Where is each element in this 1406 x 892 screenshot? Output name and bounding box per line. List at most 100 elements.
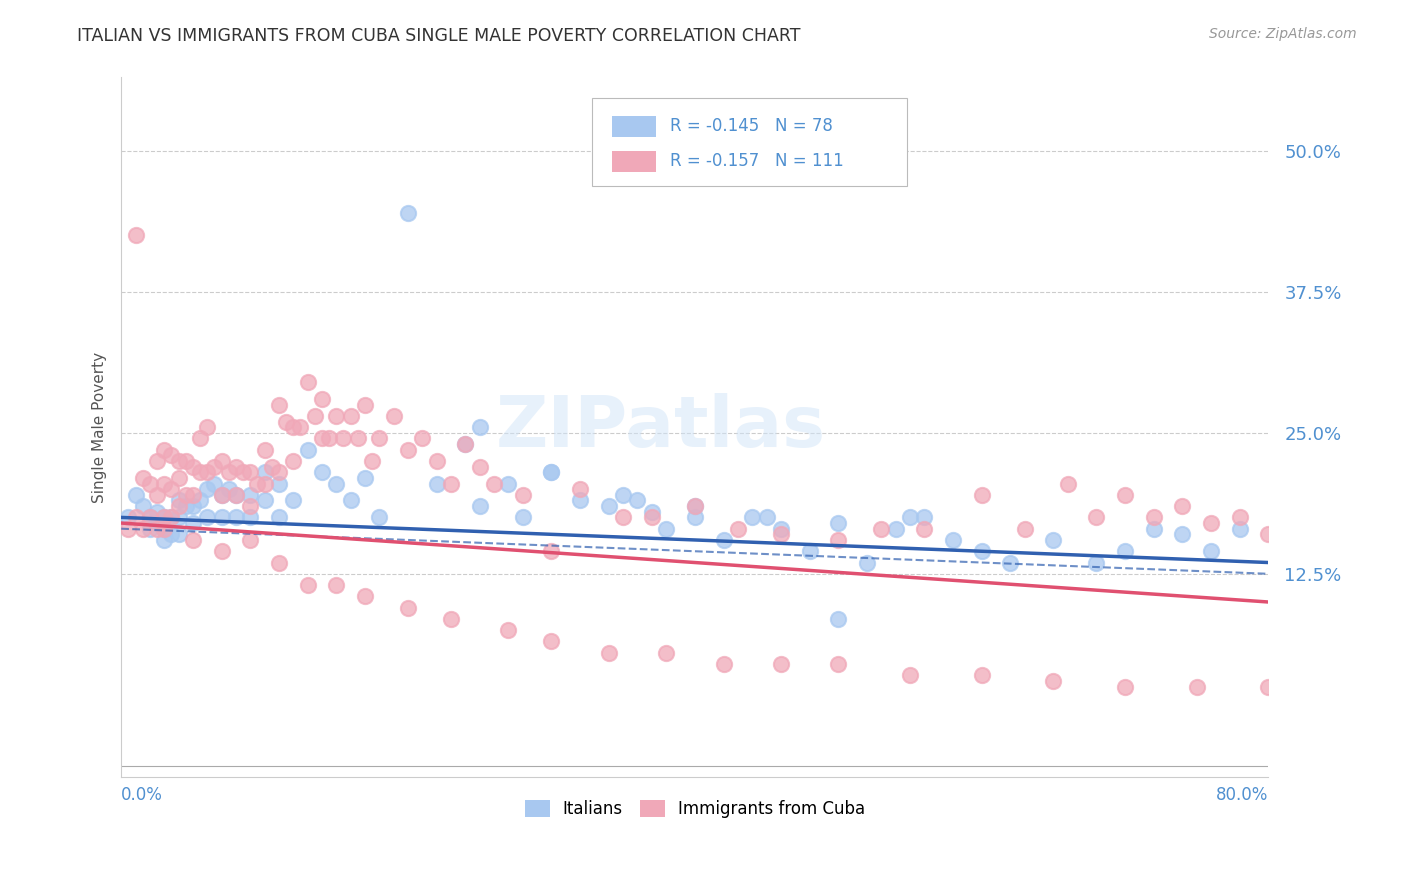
- Immigrants from Cuba: [1229, 510, 1251, 524]
- Immigrants from Cuba: [195, 420, 218, 434]
- Italians: [174, 499, 197, 513]
- Immigrants from Cuba: [454, 437, 477, 451]
- Italians: [153, 522, 176, 536]
- Immigrants from Cuba: [612, 510, 634, 524]
- Italians: [253, 493, 276, 508]
- Italians: [153, 533, 176, 547]
- Immigrants from Cuba: [304, 409, 326, 423]
- Immigrants from Cuba: [482, 476, 505, 491]
- Immigrants from Cuba: [167, 454, 190, 468]
- Immigrants from Cuba: [1143, 510, 1166, 524]
- Italians: [641, 505, 664, 519]
- Immigrants from Cuba: [898, 668, 921, 682]
- Immigrants from Cuba: [160, 510, 183, 524]
- Text: ITALIAN VS IMMIGRANTS FROM CUBA SINGLE MALE POVERTY CORRELATION CHART: ITALIAN VS IMMIGRANTS FROM CUBA SINGLE M…: [77, 27, 801, 45]
- Immigrants from Cuba: [311, 432, 333, 446]
- Italians: [368, 510, 391, 524]
- Immigrants from Cuba: [361, 454, 384, 468]
- Immigrants from Cuba: [769, 657, 792, 671]
- Immigrants from Cuba: [426, 454, 449, 468]
- Immigrants from Cuba: [1171, 499, 1194, 513]
- Immigrants from Cuba: [132, 471, 155, 485]
- Immigrants from Cuba: [297, 375, 319, 389]
- Italians: [139, 510, 162, 524]
- Italians: [468, 420, 491, 434]
- Italians: [325, 476, 347, 491]
- Immigrants from Cuba: [124, 510, 146, 524]
- Italians: [160, 510, 183, 524]
- Italians: [167, 493, 190, 508]
- Italians: [468, 499, 491, 513]
- Immigrants from Cuba: [683, 499, 706, 513]
- Immigrants from Cuba: [297, 578, 319, 592]
- Immigrants from Cuba: [827, 657, 849, 671]
- Italians: [1114, 544, 1136, 558]
- Immigrants from Cuba: [253, 476, 276, 491]
- Immigrants from Cuba: [332, 432, 354, 446]
- Italians: [884, 522, 907, 536]
- Text: R = -0.157   N = 111: R = -0.157 N = 111: [669, 153, 844, 170]
- Immigrants from Cuba: [1114, 488, 1136, 502]
- Immigrants from Cuba: [912, 522, 935, 536]
- Immigrants from Cuba: [1257, 680, 1279, 694]
- Immigrants from Cuba: [1042, 673, 1064, 688]
- Immigrants from Cuba: [211, 488, 233, 502]
- Immigrants from Cuba: [396, 442, 419, 457]
- Italians: [626, 493, 648, 508]
- Italians: [239, 510, 262, 524]
- Immigrants from Cuba: [1114, 680, 1136, 694]
- Italians: [132, 499, 155, 513]
- Immigrants from Cuba: [569, 482, 592, 496]
- Italians: [755, 510, 778, 524]
- Italians: [117, 510, 139, 524]
- Immigrants from Cuba: [253, 442, 276, 457]
- Italians: [827, 612, 849, 626]
- Immigrants from Cuba: [246, 476, 269, 491]
- Immigrants from Cuba: [146, 522, 169, 536]
- Immigrants from Cuba: [368, 432, 391, 446]
- Bar: [612, 151, 655, 172]
- Text: 80.0%: 80.0%: [1216, 786, 1268, 804]
- Italians: [311, 465, 333, 479]
- Italians: [204, 476, 226, 491]
- Italians: [512, 510, 534, 524]
- Immigrants from Cuba: [139, 476, 162, 491]
- Immigrants from Cuba: [354, 398, 377, 412]
- Text: ZIPatlas: ZIPatlas: [495, 392, 825, 462]
- Italians: [540, 465, 562, 479]
- Italians: [898, 510, 921, 524]
- Immigrants from Cuba: [160, 482, 183, 496]
- Italians: [253, 465, 276, 479]
- Italians: [769, 522, 792, 536]
- Immigrants from Cuba: [827, 533, 849, 547]
- Italians: [1085, 556, 1108, 570]
- Immigrants from Cuba: [267, 556, 290, 570]
- Italians: [267, 476, 290, 491]
- Immigrants from Cuba: [512, 488, 534, 502]
- Italians: [139, 522, 162, 536]
- Immigrants from Cuba: [440, 476, 463, 491]
- Immigrants from Cuba: [181, 488, 204, 502]
- Immigrants from Cuba: [339, 409, 361, 423]
- Immigrants from Cuba: [325, 578, 347, 592]
- Immigrants from Cuba: [1085, 510, 1108, 524]
- Immigrants from Cuba: [347, 432, 370, 446]
- Italians: [454, 437, 477, 451]
- Italians: [1042, 533, 1064, 547]
- Italians: [211, 510, 233, 524]
- Italians: [211, 488, 233, 502]
- Italians: [195, 482, 218, 496]
- Immigrants from Cuba: [139, 510, 162, 524]
- Immigrants from Cuba: [540, 634, 562, 648]
- Immigrants from Cuba: [411, 432, 433, 446]
- Immigrants from Cuba: [211, 454, 233, 468]
- Immigrants from Cuba: [769, 527, 792, 541]
- Immigrants from Cuba: [153, 522, 176, 536]
- Italians: [540, 465, 562, 479]
- Italians: [146, 516, 169, 530]
- Immigrants from Cuba: [396, 600, 419, 615]
- Italians: [167, 527, 190, 541]
- Italians: [167, 510, 190, 524]
- Immigrants from Cuba: [283, 454, 305, 468]
- Italians: [225, 488, 247, 502]
